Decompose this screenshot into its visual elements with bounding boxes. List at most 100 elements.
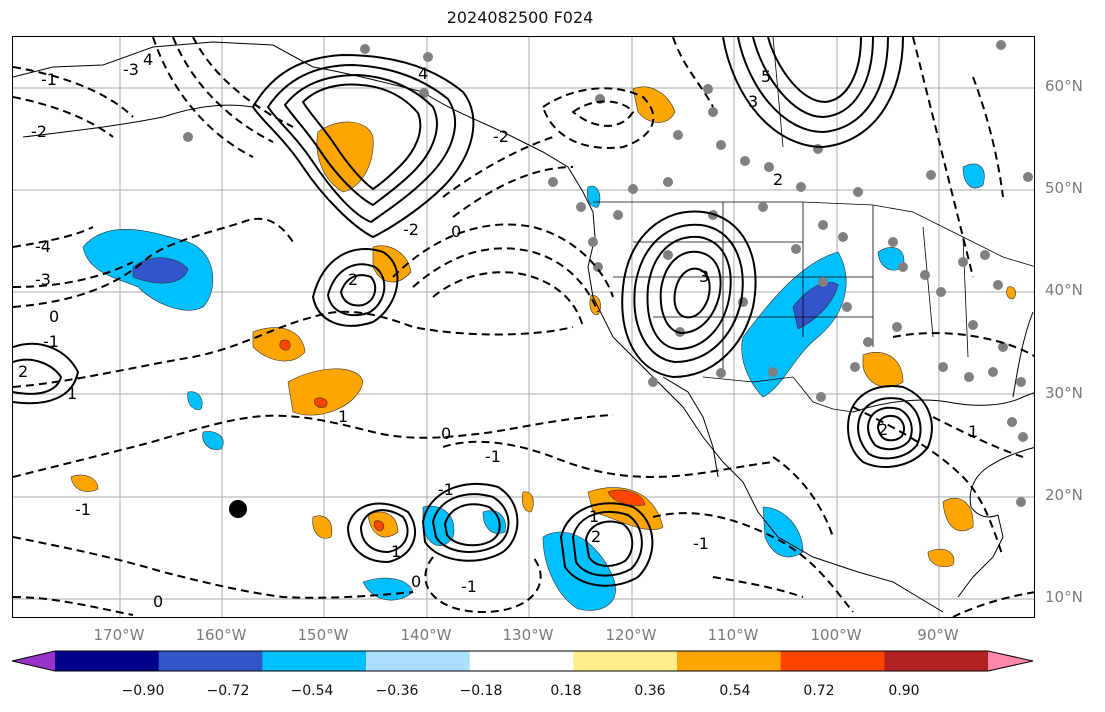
lat-label: 40°N (1045, 281, 1083, 299)
lat-label: 60°N (1045, 77, 1083, 95)
shade-negative (187, 391, 203, 410)
contour-label: 2 (348, 270, 358, 289)
contour-label: 1 (968, 422, 978, 441)
colorbar-extend-low (12, 651, 55, 671)
contour-label: 3 (748, 92, 758, 111)
contour-label: 0 (49, 307, 59, 326)
shade-negative (482, 510, 506, 534)
contour-label: -1 (43, 332, 59, 351)
shade-positive (312, 515, 333, 539)
contour-label: -1 (461, 577, 477, 596)
contour-label: 4 (418, 64, 428, 83)
colorbar-segment (780, 651, 885, 671)
map-title: 2024082500 F024 (446, 8, 594, 27)
graticule (13, 37, 1034, 617)
shade-negative-core (132, 257, 189, 284)
lat-label: 20°N (1045, 486, 1083, 504)
lat-label: 10°N (1045, 588, 1083, 606)
contour-label: 0 (411, 572, 421, 591)
shade-negative (362, 577, 414, 601)
lon-label: 140°W (400, 626, 452, 644)
contour-label: 2 (18, 362, 28, 381)
contour-label: -1 (438, 480, 454, 499)
contour-label: 2 (591, 527, 601, 546)
dashed-contours (13, 37, 1034, 617)
contour-label: 0 (441, 424, 451, 443)
colorbar-segment (262, 651, 367, 671)
colorbar-segment (366, 651, 471, 671)
contour-label: 0 (451, 222, 461, 241)
contour-label: 0 (153, 592, 163, 611)
shade-positive (862, 352, 904, 388)
shade-positive-core (279, 339, 291, 351)
contour-label: 1 (589, 507, 599, 526)
colorbar-tick-label: 0.72 (803, 683, 835, 699)
lat-label: 50°N (1045, 179, 1083, 197)
coastlines (13, 41, 1034, 613)
colorbar-tick-label: −0.72 (206, 683, 250, 699)
contour-label: -2 (493, 127, 509, 146)
colorbar-segment (677, 651, 782, 671)
shade-positive-core (314, 397, 328, 408)
lon-label: 170°W (93, 626, 145, 644)
contour-label: -1 (75, 500, 91, 519)
shade-negative (741, 251, 847, 398)
lon-label: 100°W (810, 626, 862, 644)
colorbar-tick-label: −0.36 (375, 683, 419, 699)
contour-label: -1 (485, 447, 501, 466)
shade-positive (521, 491, 534, 513)
lon-label: 110°W (707, 626, 759, 644)
colorbar-segment (158, 651, 263, 671)
colorbar-extend-high (988, 651, 1033, 671)
lat-label: 30°N (1045, 384, 1083, 402)
shade-positive (287, 368, 364, 416)
shade-positive-core (607, 489, 646, 506)
contour-label-group: 4 -4 -3 0 -1 2 1 -1 -2 -3 4 3 5 2 3 2 -2… (18, 50, 978, 611)
shade-negative (542, 531, 616, 611)
shade-positive (632, 86, 676, 123)
contour-label: 1 (338, 407, 348, 426)
colorbar (11, 650, 1034, 672)
shade-positive (70, 474, 99, 492)
shade-positive (927, 548, 955, 568)
contour-label: -4 (35, 237, 51, 256)
station-dots (183, 40, 1033, 507)
lon-label: 160°W (195, 626, 247, 644)
contour-label: 5 (761, 67, 771, 86)
contour-label: -3 (35, 270, 51, 289)
lon-label: 130°W (502, 626, 554, 644)
contour-label: -2 (403, 220, 419, 239)
colorbar-tick-label: −0.18 (459, 683, 503, 699)
solid-contours (13, 37, 933, 587)
colorbar-tick-label: 0.54 (719, 683, 751, 699)
lon-label: 90°W (917, 626, 959, 644)
colorbar-segment (469, 651, 574, 671)
shaded-regions (70, 86, 1017, 611)
contour-label: -2 (31, 122, 47, 141)
shade-negative (962, 163, 985, 189)
contour-label: 3 (699, 267, 709, 286)
colorbar-segment (55, 651, 160, 671)
shade-negative (202, 431, 224, 450)
contour-label: 1 (391, 542, 401, 561)
forecast-map: 4 -4 -3 0 -1 2 1 -1 -2 -3 4 3 5 2 3 2 -2… (12, 36, 1035, 618)
shade-negative (762, 506, 804, 558)
colorbar-segment (573, 651, 678, 671)
colorbar-tick-label: −0.54 (290, 683, 334, 699)
lon-label: 150°W (297, 626, 349, 644)
contour-label: -3 (123, 60, 139, 79)
shade-positive (372, 245, 412, 283)
shade-positive-core (373, 520, 385, 532)
colorbar-tick-label: 0.18 (550, 683, 582, 699)
shade-positive (252, 327, 306, 362)
contour-label: -1 (693, 534, 709, 553)
contour-label: -1 (41, 70, 57, 89)
colorbar-tick-label: −0.90 (121, 683, 165, 699)
contour-label: 2 (773, 170, 783, 189)
lon-label: 120°W (605, 626, 657, 644)
shade-positive (587, 487, 664, 531)
contour-label: 4 (143, 50, 153, 69)
contour-label: 2 (878, 420, 888, 439)
colorbar-tick-label: 0.36 (634, 683, 666, 699)
contour-label: 1 (67, 384, 77, 403)
